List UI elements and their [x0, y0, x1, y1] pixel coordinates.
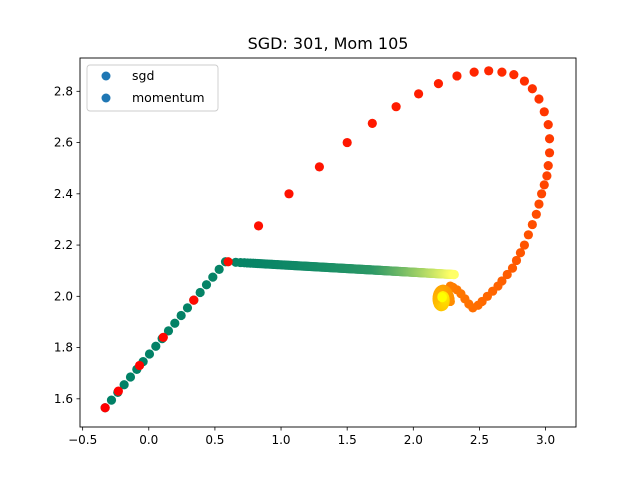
sgd-point	[208, 272, 218, 282]
momentum-point	[542, 171, 552, 181]
momentum-point	[509, 70, 519, 80]
y-tick-label: 2.4	[54, 187, 73, 201]
x-axis: −0.5 0.0 0.5 1.0 1.5 2.0 2.5 3.0	[68, 427, 555, 447]
momentum-point	[543, 161, 553, 171]
y-tick-label: 2.0	[54, 289, 73, 303]
y-tick-label: 1.6	[54, 392, 73, 406]
momentum-point	[469, 67, 479, 77]
legend-marker-momentum	[101, 93, 111, 103]
legend-marker-sgd	[101, 71, 111, 81]
x-tick-label: 0.0	[139, 433, 158, 447]
momentum-point	[284, 189, 294, 199]
sgd-point	[201, 280, 212, 290]
sgd-point	[176, 310, 186, 321]
sgd-point	[449, 269, 459, 280]
momentum-point	[484, 66, 494, 76]
sgd-point	[125, 372, 136, 382]
momentum-point	[539, 107, 549, 117]
sgd-point	[106, 395, 117, 405]
momentum-point	[544, 134, 555, 144]
momentum-point	[189, 295, 199, 305]
x-tick-label: 1.0	[271, 433, 290, 447]
momentum-point	[367, 118, 377, 128]
y-tick-label: 1.8	[54, 341, 73, 355]
momentum-point	[537, 189, 547, 199]
legend-label-momentum: momentum	[132, 90, 205, 105]
momentum-point	[527, 84, 537, 94]
sgd-point	[163, 326, 174, 336]
momentum-point	[437, 293, 447, 303]
sgd-point	[151, 341, 161, 351]
momentum-point	[527, 219, 537, 230]
momentum-point	[507, 263, 518, 273]
sgd-point	[195, 287, 205, 298]
legend-label-sgd: sgd	[132, 68, 154, 83]
sgd-point	[182, 303, 193, 313]
momentum-point	[519, 76, 530, 86]
chart-title: SGD: 301, Mom 105	[248, 34, 409, 53]
x-tick-label: 2.5	[470, 433, 489, 447]
momentum-point	[433, 79, 444, 89]
legend-box	[86, 64, 219, 112]
sgd-point	[170, 318, 180, 328]
momentum-point	[543, 120, 553, 130]
x-tick-label: −0.5	[68, 433, 97, 447]
momentum-point	[391, 102, 401, 112]
sgd-point	[214, 264, 224, 275]
sgd-point	[144, 349, 155, 359]
momentum-point	[100, 403, 110, 413]
momentum-point	[511, 255, 522, 266]
momentum-point	[134, 360, 145, 371]
momentum-point	[502, 269, 512, 280]
y-tick-label: 2.6	[54, 136, 73, 150]
sgd-point	[119, 380, 129, 390]
x-tick-label: 1.5	[338, 433, 357, 447]
momentum-point	[497, 67, 507, 77]
momentum-point	[113, 386, 123, 396]
x-tick-label: 3.0	[536, 433, 555, 447]
y-tick-label: 2.2	[54, 238, 73, 252]
momentum-point	[534, 94, 544, 104]
momentum-point	[515, 248, 526, 258]
momentum-point	[452, 71, 462, 81]
axes-frame	[79, 57, 577, 428]
x-tick-label: 0.5	[205, 433, 224, 447]
momentum-point	[314, 162, 324, 172]
x-tick-label: 2.0	[404, 433, 423, 447]
legend: sgd momentum	[86, 64, 219, 112]
y-axis: 1.6 1.8 2.0 2.2 2.4 2.6 2.8	[54, 84, 80, 406]
momentum-point	[519, 240, 530, 250]
y-tick-label: 2.8	[54, 84, 73, 98]
momentum-point	[539, 180, 549, 190]
momentum-point	[342, 137, 352, 148]
momentum-point	[523, 230, 533, 240]
plot-area	[100, 66, 555, 413]
momentum-point	[414, 89, 424, 99]
momentum-point	[253, 221, 264, 231]
momentum-point	[158, 332, 168, 342]
momentum-point	[544, 148, 555, 158]
momentum-point	[534, 199, 544, 209]
momentum-point	[223, 257, 233, 267]
momentum-point	[531, 209, 541, 219]
